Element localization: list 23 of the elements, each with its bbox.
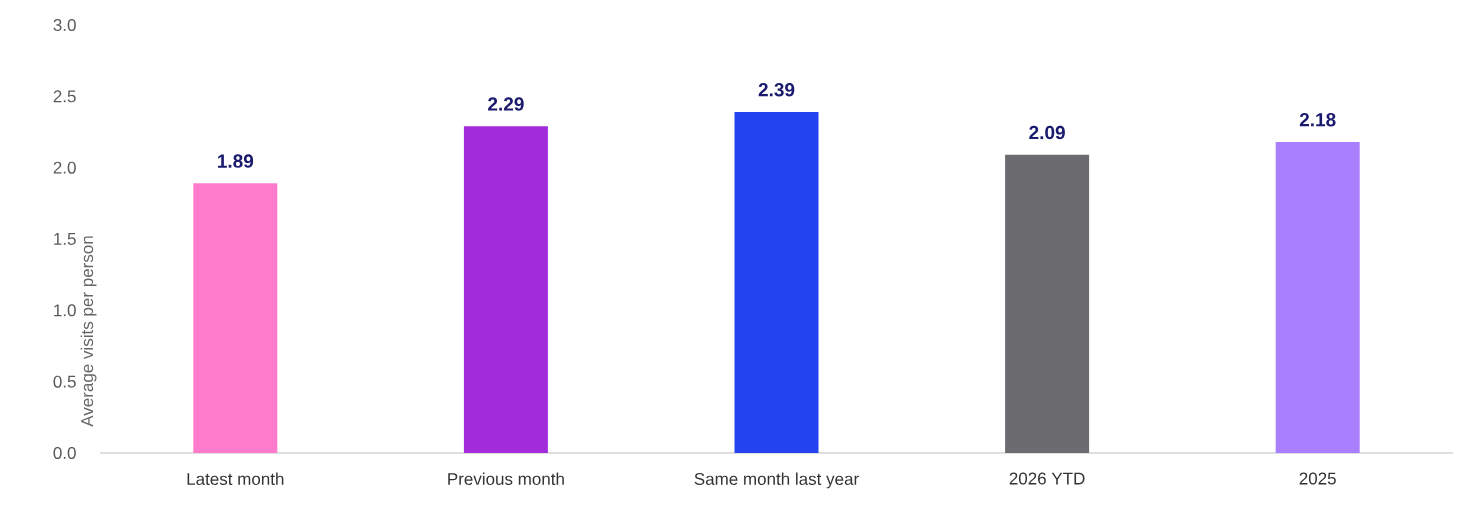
bar [1005,154,1090,453]
data-label: 2.09 [1029,125,1065,140]
bar [193,183,278,453]
data-label: 2.29 [488,97,524,111]
y-tick-label: 1.5 [54,233,76,245]
y-tick-label: 2.5 [53,90,76,103]
x-tick-label: 2025 [1299,472,1336,485]
data-label: 2.18 [1299,112,1336,127]
bar [463,126,548,453]
x-tick-label: Latest month [187,472,284,486]
y-axis-title: Average visits per person [80,236,97,427]
bar [734,112,819,453]
y-tick-label: 3.0 [53,18,76,32]
y-tick-label: 0.5 [53,375,76,388]
bar [1275,141,1360,453]
x-tick-label: Previous month [448,472,564,486]
y-tick-label: 1.0 [54,304,76,317]
data-label: 2.39 [758,83,795,97]
data-label: 1.89 [218,154,254,168]
x-tick-label: Same month last year [694,472,859,489]
x-tick-label: 2026 YTD [1009,472,1085,485]
y-tick-label: 2.0 [53,161,76,174]
y-tick-label: 0.0 [53,446,76,460]
